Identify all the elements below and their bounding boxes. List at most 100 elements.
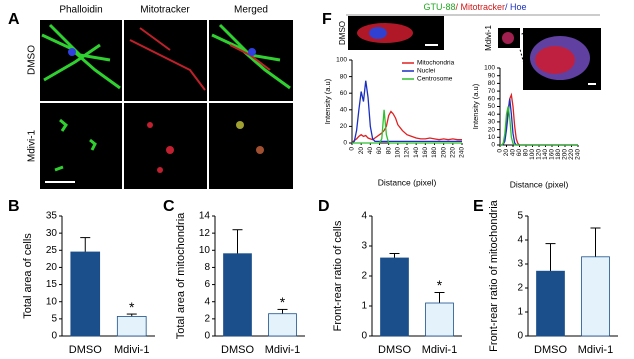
panel-letter: C <box>163 198 175 215</box>
bar <box>223 253 252 337</box>
y-tick-label: 6 <box>204 279 210 290</box>
y-tick-label: 4 <box>204 296 210 307</box>
y-tick-label: 0 <box>517 331 523 342</box>
y-tick-label: 5 <box>51 313 57 324</box>
panel-letter: A <box>8 11 20 28</box>
y-tick-label: 0 <box>343 140 347 147</box>
legend-label: Mitochondria <box>417 60 455 67</box>
series-line <box>352 109 462 144</box>
bar <box>425 302 454 337</box>
panel-letter: B <box>8 198 20 215</box>
x-tick-label: 80 <box>523 149 530 157</box>
y-tick-label: 1 <box>361 301 367 312</box>
panel-letter: F <box>322 11 332 28</box>
x-tick-label: 220 <box>568 149 575 160</box>
legend-label: Centrosome <box>417 76 453 83</box>
row-label: Mdivi-1 <box>27 129 38 162</box>
y-tick-label: 70 <box>488 88 496 95</box>
x-tick-label: 100 <box>529 149 536 160</box>
y-tick-label: 10 <box>199 245 211 256</box>
y-tick-label: 30 <box>488 119 496 126</box>
image-label: DMSO <box>338 21 347 45</box>
y-tick-label: 2 <box>204 313 210 324</box>
y-tick-label: 80 <box>340 73 348 80</box>
y-tick-label: 8 <box>204 262 210 273</box>
y-tick-label: 50 <box>488 103 496 110</box>
x-tick-label: 20 <box>503 149 510 157</box>
image-label: Mdivi-1 <box>484 25 493 51</box>
series-line <box>351 110 462 144</box>
x-tick-label: Mdivi-1 <box>265 344 300 356</box>
series-line <box>351 80 462 144</box>
y-tick-label: 4 <box>361 211 367 222</box>
y-tick-label: 40 <box>340 107 348 114</box>
f-header-part: / Mitotracker <box>455 2 505 12</box>
x-tick-label: DMSO <box>69 344 102 356</box>
y-axis-label: Intensity (a.u) <box>471 83 480 129</box>
legend-label: Nuclei <box>417 68 435 75</box>
x-tick-label: 140 <box>413 147 420 158</box>
bar <box>70 251 101 337</box>
y-tick-label: 90 <box>488 72 496 79</box>
x-tick-label: 200 <box>562 149 569 160</box>
significance: * <box>437 277 443 293</box>
y-tick-label: 100 <box>484 65 495 72</box>
y-tick-label: 10 <box>488 134 496 141</box>
x-tick-label: 20 <box>358 147 365 155</box>
x-tick-label: 40 <box>367 147 374 155</box>
y-tick-label: 25 <box>46 245 58 256</box>
significance: * <box>129 299 135 315</box>
y-tick-label: 60 <box>488 96 496 103</box>
bar <box>581 256 610 337</box>
micrographs <box>40 20 293 189</box>
bar <box>116 316 147 337</box>
x-tick-label: 240 <box>459 147 466 158</box>
bar <box>268 313 297 337</box>
x-tick-label: DMSO <box>534 344 567 356</box>
y-tick-label: 35 <box>46 211 58 222</box>
x-tick-label: 180 <box>431 147 438 158</box>
column-label: Merged <box>234 5 268 16</box>
x-tick-label: Mdivi-1 <box>422 344 457 356</box>
y-axis-label: Intensity (a.u) <box>323 78 332 124</box>
y-tick-label: 20 <box>46 262 58 273</box>
series-line <box>500 106 578 146</box>
x-axis-label: Distance (pixel) <box>510 179 569 189</box>
y-tick-label: 30 <box>46 228 58 239</box>
f-header: GTU-88/ Mitotracker/ Hoe <box>423 2 526 12</box>
column-label: Mitotracker <box>140 5 190 16</box>
y-axis-label: Total area of mitochondria <box>175 212 187 339</box>
panel-letter: D <box>318 198 330 215</box>
y-tick-label: 2 <box>517 283 523 294</box>
y-tick-label: 40 <box>488 111 496 118</box>
column-label: Phalloidin <box>59 5 102 16</box>
x-tick-label: Mdivi-1 <box>114 344 149 356</box>
y-tick-label: 1 <box>517 307 523 318</box>
x-tick-label: 80 <box>385 147 392 155</box>
row-label: DMSO <box>27 45 38 75</box>
x-tick-label: 40 <box>510 149 517 157</box>
x-tick-label: Mdivi-1 <box>578 344 613 356</box>
y-axis-label: Front-rear ratio of cells <box>332 220 344 331</box>
y-axis-label: Total area of cells <box>22 233 34 319</box>
y-tick-label: 10 <box>46 296 58 307</box>
y-tick-label: 100 <box>336 57 347 64</box>
x-tick-label: 0 <box>497 149 504 153</box>
f-header-part: GTU-88 <box>423 2 455 12</box>
x-tick-label: 140 <box>542 149 549 160</box>
y-tick-label: 15 <box>46 279 58 290</box>
x-tick-label: 200 <box>440 147 447 158</box>
x-tick-label: 0 <box>349 147 356 151</box>
x-tick-label: 60 <box>376 147 383 155</box>
y-tick-label: 0 <box>491 142 495 149</box>
x-tick-label: 60 <box>516 149 523 157</box>
y-tick-label: 5 <box>517 211 523 222</box>
x-tick-label: 180 <box>555 149 562 160</box>
x-tick-label: 100 <box>395 147 402 158</box>
significance: * <box>280 294 286 310</box>
x-tick-label: 160 <box>422 147 429 158</box>
y-tick-label: 80 <box>488 80 496 87</box>
f-header-part: / Hoe <box>505 2 527 12</box>
